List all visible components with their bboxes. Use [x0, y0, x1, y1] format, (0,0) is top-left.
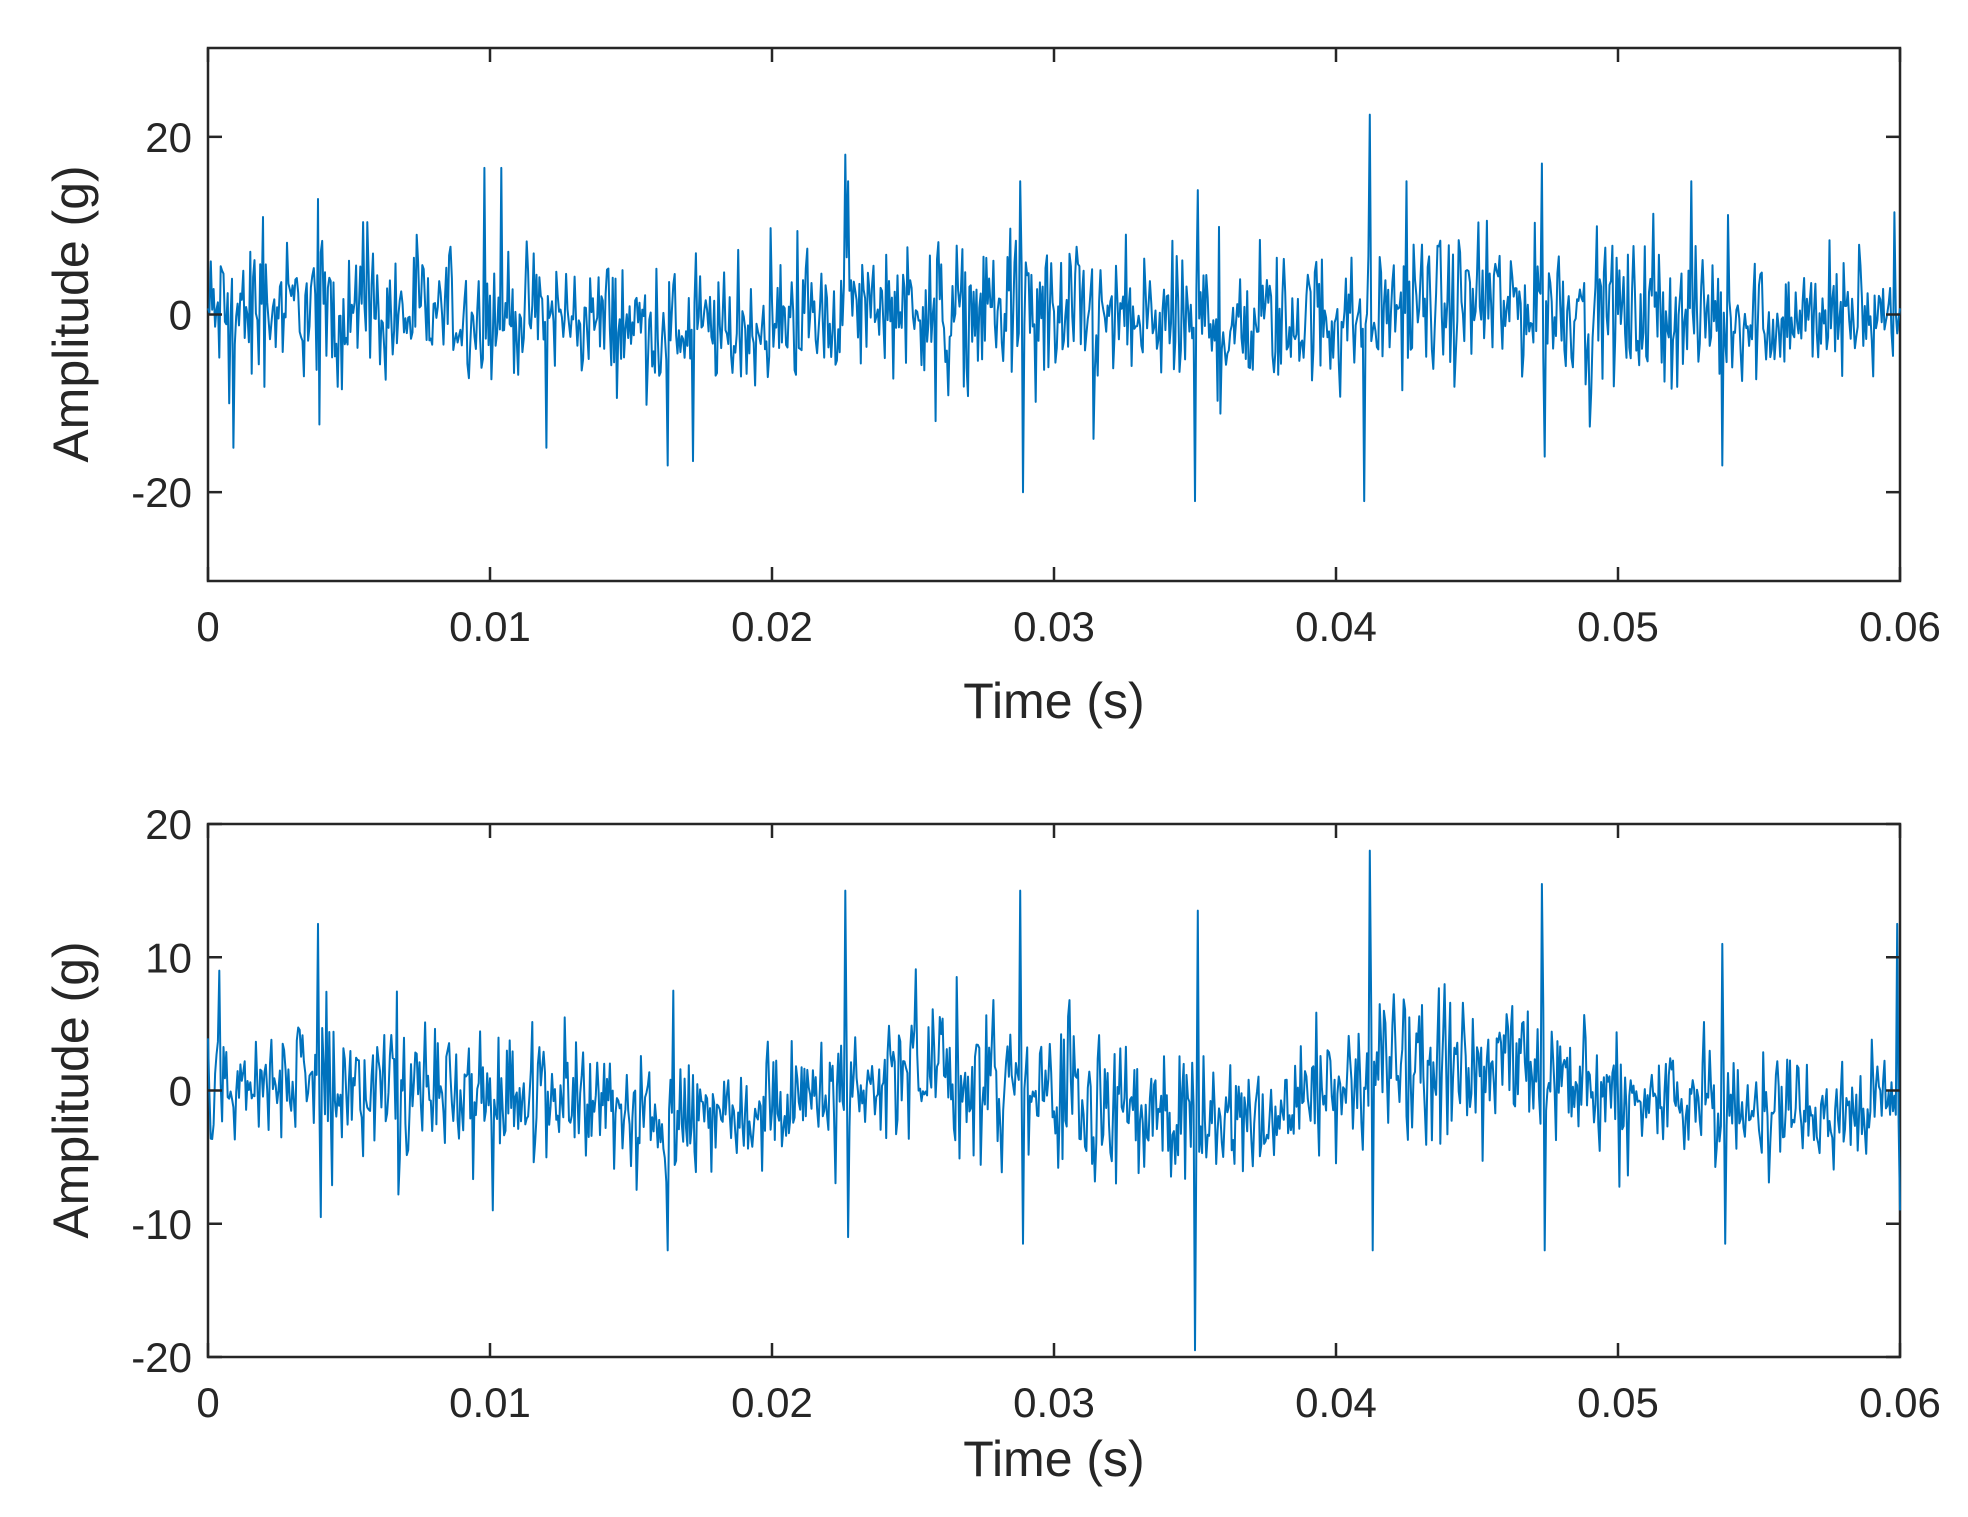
bottom-y-tick-label: 10	[145, 934, 192, 981]
top-x-axis-label: Time (s)	[963, 673, 1144, 729]
bottom-y-tick-label: -10	[131, 1201, 192, 1248]
top-x-tick-label: 0.02	[731, 603, 813, 650]
bottom-x-tick-label: 0.04	[1295, 1379, 1377, 1426]
bottom-x-tick-label: 0.03	[1013, 1379, 1095, 1426]
bottom-y-axis-label: Amplitude (g)	[43, 941, 99, 1238]
top-y-axis-label: Amplitude (g)	[43, 165, 99, 462]
top-y-tick-label: 20	[145, 114, 192, 161]
top-x-tick-label: 0.03	[1013, 603, 1095, 650]
bottom-x-axis-label: Time (s)	[963, 1431, 1144, 1487]
top-x-tick-label: 0.04	[1295, 603, 1377, 650]
top-y-tick-label: -20	[131, 469, 192, 516]
bottom-signal-line	[207, 849, 1901, 1352]
top-ticks: 0 0.01 0.02 0.03 0.04 0.05 0.06 -20 0 20	[131, 48, 1941, 650]
top-x-tick-label: 0	[196, 603, 219, 650]
top-signal-line	[207, 113, 1901, 503]
bottom-x-tick-label: 0.01	[449, 1379, 531, 1426]
bottom-y-tick-label: 20	[145, 801, 192, 848]
top-x-tick-label: 0.06	[1859, 603, 1941, 650]
top-x-tick-label: 0.05	[1577, 603, 1659, 650]
bottom-axes-frame	[206, 822, 1902, 1359]
bottom-plot: 0 0.01 0.02 0.03 0.04 0.05 0.06 -20 -10 0 10 20 Tim…	[43, 801, 1941, 1487]
top-y-tick-label: 0	[169, 292, 192, 339]
top-plot: 0 0.01 0.02 0.03 0.04 0.05 0.06 -20 0 20 Time (s)…	[43, 46, 1941, 729]
top-x-tick-label: 0.01	[449, 603, 531, 650]
bottom-x-tick-label: 0.06	[1859, 1379, 1941, 1426]
bottom-x-tick-label: 0.02	[731, 1379, 813, 1426]
bottom-y-tick-label: -20	[131, 1334, 192, 1381]
bottom-x-tick-label: 0	[196, 1379, 219, 1426]
bottom-y-tick-label: 0	[169, 1068, 192, 1115]
bottom-x-tick-label: 0.05	[1577, 1379, 1659, 1426]
bottom-ticks: 0 0.01 0.02 0.03 0.04 0.05 0.06 -20 -10 0 10 20	[131, 801, 1941, 1426]
